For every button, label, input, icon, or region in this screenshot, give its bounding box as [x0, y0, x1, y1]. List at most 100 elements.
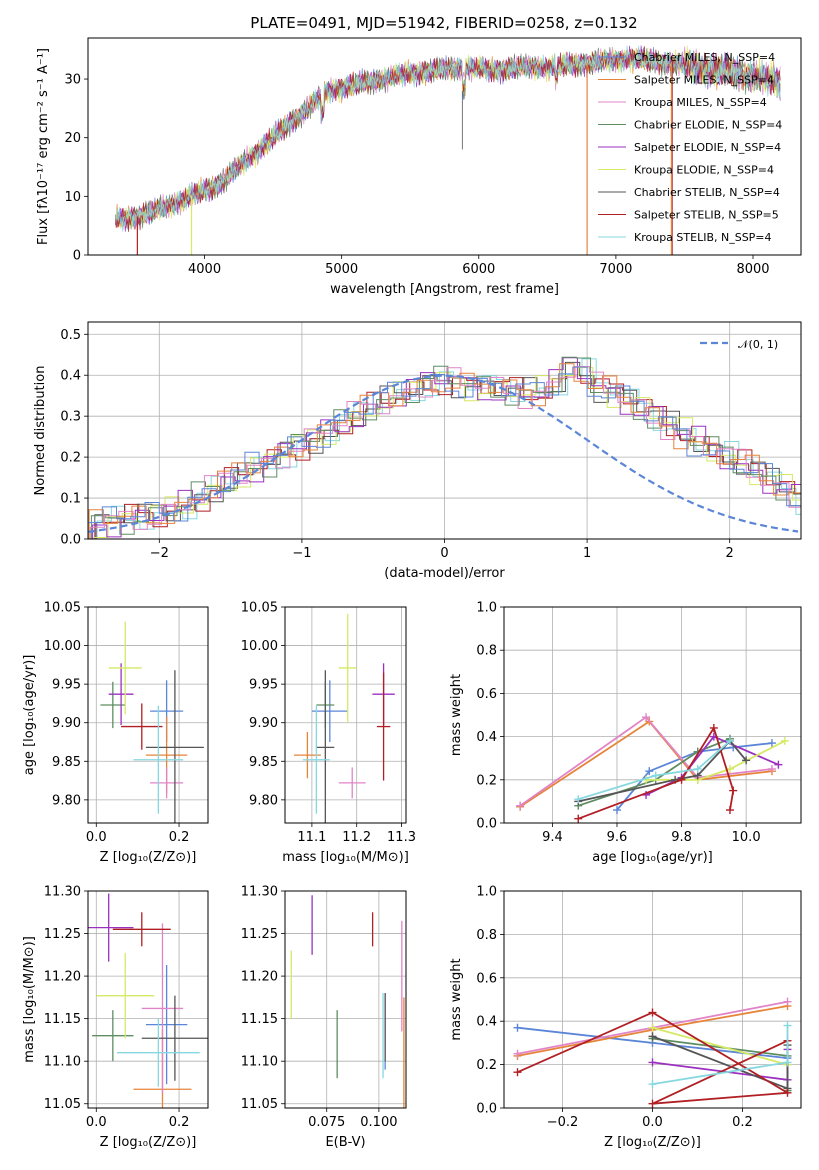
y-tick-label: 11.10 [241, 1055, 278, 1070]
y-tick-label: 11.20 [241, 970, 278, 985]
x-axis-label: Z [log₁₀(Z/Z⊙)] [100, 1135, 197, 1150]
plot-area [88, 356, 801, 539]
y-tick-label: 9.85 [52, 755, 81, 770]
plot-frame [284, 606, 407, 824]
histogram-series [96, 358, 801, 539]
mass-weight-line [578, 740, 731, 801]
plot-frame [87, 890, 209, 1109]
x-tick-label: 9.8 [671, 830, 692, 845]
x-tick-label: 9.4 [542, 830, 563, 845]
y-tick-label: 0.6 [476, 971, 497, 986]
panel-mass-vs-metallicity: 0.0 0.2 11.05 11.10 11.15 11.20 11.25 11.30 Z [l… [22, 885, 209, 1150]
legend-entry: Kroupa ELODIE, N_SSP=4 [634, 164, 774, 177]
y-tick-label: 0.0 [476, 1102, 497, 1117]
x-tick-label: 8000 [736, 262, 769, 277]
x-tick-label: 0.100 [360, 1115, 397, 1130]
legend-entry: Salpeter STELIB, N_SSP=5 [634, 209, 779, 222]
y-tick-label: 9.90 [249, 716, 278, 731]
panel-spectrum: 4000 5000 6000 7000 8000 0 10 20 30 wavelength [A… [36, 37, 802, 297]
normal-curve [88, 374, 799, 533]
x-tick-label: 0.2 [732, 1115, 753, 1130]
x-tick-label: 7000 [599, 262, 632, 277]
y-tick-label: 9.80 [249, 793, 278, 808]
y-tick-label: 11.10 [44, 1055, 81, 1070]
x-tick-label: 11.2 [342, 830, 371, 845]
spectrum-line [115, 45, 781, 232]
y-tick-label: 20 [64, 131, 81, 146]
y-tick-label: 0.4 [60, 369, 81, 384]
x-axis-label: wavelength [Angstrom, rest frame] [330, 282, 559, 297]
y-axis-label: Normed distribution [33, 366, 48, 496]
x-tick-label: 4000 [188, 262, 221, 277]
x-axis-label: E(B-V) [325, 1135, 365, 1150]
y-axis-label: age [log₁₀(age/yr)] [22, 655, 37, 776]
panel-age-vs-metallicity: 0.0 0.2 9.80 9.85 9.90 9.95 10.00 10.05 Z [log₁₀… [22, 601, 209, 865]
plot-area [88, 893, 208, 1108]
panel-mass-weight-vs-metallicity: −0.2 0.0 0.2 0.0 0.2 0.4 0.6 0.8 1.0 Z [log₁₀(Z/Z… [449, 885, 802, 1150]
y-tick-label: 10.05 [241, 601, 278, 616]
x-tick-label: 6000 [462, 262, 495, 277]
y-tick-label: 11.30 [44, 885, 81, 900]
x-axis-label: (data-model)/error [384, 566, 505, 581]
histogram-series [93, 367, 801, 539]
y-tick-label: 0.3 [60, 410, 81, 425]
histogram-series [88, 366, 801, 539]
plot-frame [87, 606, 209, 824]
y-tick-label: 1.0 [476, 885, 497, 900]
y-tick-label: 0.8 [476, 928, 497, 943]
histogram-series [92, 357, 801, 539]
mass-weight-line [519, 715, 773, 807]
legend-entry: Chabrier MILES, N_SSP=4 [634, 51, 775, 64]
y-tick-label: 11.25 [44, 927, 81, 942]
panel-mass-vs-extinction: 0.075 0.100 11.05 11.10 11.15 11.20 11.25 11.30… [241, 885, 407, 1150]
x-tick-label: 5000 [325, 262, 358, 277]
y-tick-label: 0.8 [476, 644, 497, 659]
histogram-series [88, 363, 801, 539]
x-tick-label: −0.2 [547, 1115, 579, 1130]
x-axis-label: Z [log₁₀(Z/Z⊙)] [604, 1135, 701, 1150]
x-tick-label: 0.0 [642, 1115, 663, 1130]
y-tick-label: 11.20 [44, 970, 81, 985]
plot-frame [87, 37, 802, 256]
y-tick-label: 9.90 [52, 716, 81, 731]
y-tick-label: 11.05 [241, 1097, 278, 1112]
x-tick-label: 0.2 [169, 830, 190, 845]
x-tick-label: 0.0 [86, 830, 107, 845]
y-tick-label: 0.0 [476, 817, 497, 832]
x-axis-label: age [log₁₀(age/yr)] [592, 850, 713, 865]
y-tick-label: 9.95 [52, 678, 81, 693]
panel-residual-histogram: −2 −1 0 1 2 0.0 0.1 0.2 0.3 0.4 0.5 (data-model)/er… [33, 321, 802, 581]
y-tick-label: 11.05 [44, 1097, 81, 1112]
x-tick-label: 0.2 [169, 1115, 190, 1130]
plot-area [513, 997, 792, 1108]
y-tick-label: 11.25 [241, 927, 278, 942]
x-tick-label: 1 [583, 546, 591, 561]
y-tick-label: 10.00 [44, 639, 81, 654]
y-tick-label: 9.80 [52, 793, 81, 808]
x-tick-label: 9.6 [607, 830, 628, 845]
mass-weight-line [652, 1025, 789, 1085]
y-tick-label: 10 [64, 190, 81, 205]
panel-age-vs-mass: 11.1 11.2 11.3 9.80 9.85 9.90 9.95 10.00 10.05 ma… [241, 601, 416, 866]
plot-area [115, 45, 781, 255]
y-tick-label: 9.85 [249, 755, 278, 770]
x-tick-label: 0.0 [86, 1115, 107, 1130]
y-tick-label: 1.0 [476, 601, 497, 616]
histogram-series [94, 361, 801, 539]
legend-entry: Kroupa MILES, N_SSP=4 [634, 96, 767, 109]
y-tick-label: 0.2 [476, 773, 497, 788]
mass-weight-line [652, 1026, 788, 1066]
legend-entry: Kroupa STELIB, N_SSP=4 [634, 231, 772, 244]
panel-mass-weight-vs-age: 9.4 9.6 9.8 10.0 0.0 0.2 0.4 0.6 0.8 1.0 age [log₁… [449, 601, 802, 865]
y-tick-label: 11.15 [44, 1012, 81, 1027]
y-tick-label: 0.4 [476, 1015, 497, 1030]
y-tick-label: 10.05 [44, 601, 81, 616]
y-tick-label: 11.30 [241, 885, 278, 900]
legend-entry: Chabrier STELIB, N_SSP=4 [634, 186, 780, 199]
x-tick-label: 11.1 [297, 830, 326, 845]
x-tick-label: 2 [726, 546, 734, 561]
legend-entry: Chabrier ELODIE, N_SSP=4 [634, 119, 782, 132]
plot-area [293, 613, 395, 823]
y-tick-label: 0.6 [476, 687, 497, 702]
